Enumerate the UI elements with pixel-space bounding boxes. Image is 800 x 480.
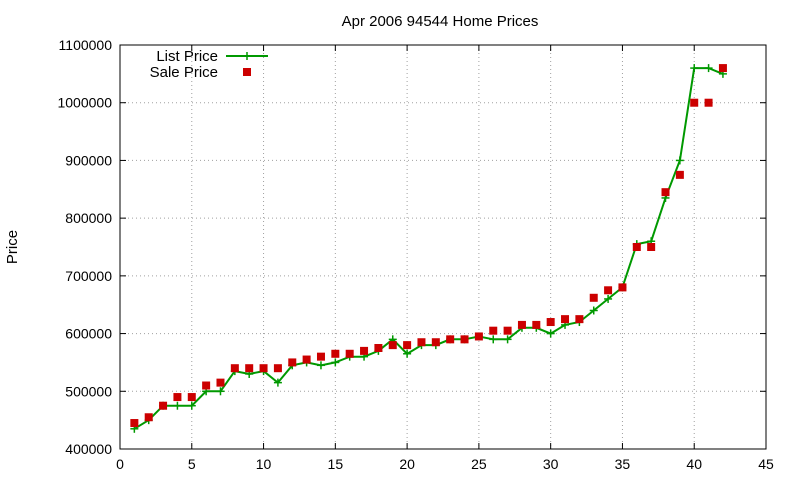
y-tick-label: 700000 (65, 268, 112, 284)
sale-price-point (202, 381, 211, 390)
x-tick-label: 0 (116, 456, 124, 472)
x-tick-label: 25 (471, 456, 487, 472)
sale-price-point (575, 315, 584, 324)
y-tick-label: 400000 (65, 441, 112, 457)
list-price-point (273, 378, 282, 387)
sale-price-point (388, 341, 397, 350)
sale-price-point (517, 320, 526, 329)
sale-price-point (216, 378, 225, 387)
list-price-point (173, 401, 182, 410)
sale-price-point (259, 364, 268, 373)
sale-price-point (604, 286, 613, 295)
sale-price-point (546, 318, 555, 327)
sale-price-point (302, 355, 311, 364)
legend-label-sale-price: Sale Price (150, 64, 218, 81)
sale-price-point (532, 320, 541, 329)
list-price-point (704, 64, 713, 73)
sale-price-point (489, 326, 498, 335)
sale-price-point (647, 243, 656, 251)
sale-price-point (632, 243, 641, 251)
legend-label-list-price: List Price (156, 48, 218, 65)
list-price-point (604, 294, 613, 303)
list-price-point (316, 361, 325, 370)
sale-price-point (675, 170, 684, 179)
x-tick-label: 30 (543, 456, 559, 472)
legend: List Price Sale Price (150, 48, 268, 81)
sale-price-point (374, 344, 383, 352)
y-tick-label: 1000000 (57, 95, 112, 111)
list-price-point (589, 306, 598, 315)
sale-price-point (661, 188, 670, 197)
sale-price-point (460, 335, 469, 344)
list-price-point (331, 358, 340, 367)
axes: 0 5 10 15 20 25 30 35 40 45 400000 500000 600000 7000… (57, 37, 774, 472)
sale-price-point (159, 401, 168, 410)
y-tick-label: 1100000 (59, 37, 113, 53)
sale-price-point (245, 364, 254, 373)
y-axis-label: Price (4, 230, 21, 264)
legend-sample-sale-price (243, 68, 251, 76)
plot-frame (119, 44, 767, 450)
list-price-point (187, 401, 196, 410)
list-price-point (675, 156, 684, 165)
list-price-point (503, 335, 512, 344)
sale-price-point (446, 335, 455, 344)
data-series (130, 64, 727, 433)
y-tick-label: 500000 (65, 383, 112, 399)
sale-price-point (503, 326, 512, 335)
sale-price-point (144, 413, 153, 422)
chart-title: Apr 2006 94544 Home Prices (342, 13, 539, 30)
sale-price-point (288, 358, 297, 367)
sale-price-point (704, 98, 713, 107)
sale-price-point (173, 393, 182, 402)
sale-price-point (331, 349, 340, 358)
sale-price-point (130, 419, 139, 428)
list-price-point (489, 335, 498, 344)
grid-lines (120, 45, 766, 449)
sale-price-point (589, 293, 598, 302)
sale-price-point (718, 64, 727, 73)
x-tick-label: 15 (328, 456, 344, 472)
sale-price-point (431, 338, 440, 347)
y-tick-label: 800000 (65, 210, 112, 226)
list-price-line (133, 67, 724, 430)
sale-price-point (345, 349, 354, 358)
sale-price-point (360, 346, 369, 355)
sale-price-point (273, 364, 282, 373)
list-price-point (546, 329, 555, 338)
x-tick-label: 40 (686, 456, 702, 472)
sale-price-point (403, 341, 412, 350)
legend-sample-list-price (226, 52, 268, 60)
y-tick-label: 600000 (65, 326, 112, 342)
sale-price-point (690, 98, 699, 107)
sale-price-point (187, 393, 196, 402)
sale-price-point (561, 315, 570, 324)
sale-price-point (316, 352, 325, 361)
x-tick-label: 35 (615, 456, 631, 472)
sale-price-point (417, 338, 426, 347)
sale-price-point (474, 332, 483, 341)
list-price-point (403, 349, 412, 358)
list-price-point (690, 64, 699, 73)
x-tick-label: 5 (188, 456, 196, 472)
x-tick-label: 45 (758, 456, 774, 472)
y-tick-label: 900000 (65, 152, 112, 168)
x-tick-label: 10 (256, 456, 272, 472)
list-price-point (216, 387, 225, 396)
sale-price-point (618, 283, 627, 292)
x-tick-label: 20 (399, 456, 415, 472)
sale-price-point (230, 364, 239, 373)
